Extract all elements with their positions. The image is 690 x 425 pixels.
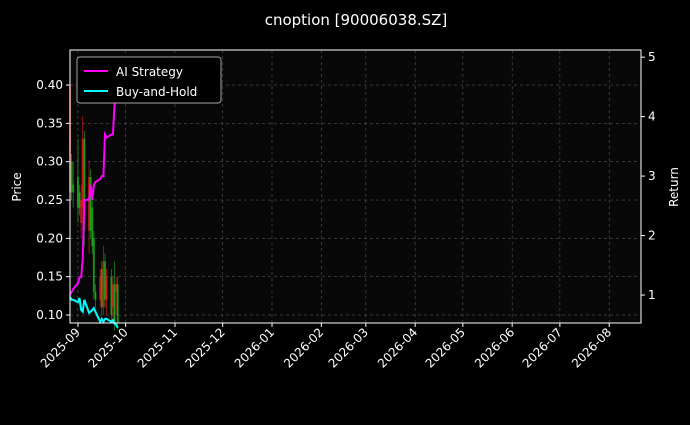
y-tick-label-right: 4 (648, 110, 656, 124)
candle-body (102, 261, 105, 308)
candle-body (94, 292, 97, 300)
candle-body (89, 177, 92, 231)
chart-title: cnoption [90006038.SZ] (265, 11, 448, 29)
x-tick-label: 2026-02 (281, 325, 326, 370)
legend-buy-and-hold: Buy-and-Hold (116, 85, 197, 99)
y-tick-label: 0.25 (36, 193, 63, 207)
candle-body (81, 138, 84, 208)
candle-body (72, 184, 75, 193)
x-tick-label: 2025-09 (38, 325, 83, 370)
candle-body (115, 284, 118, 293)
buy-and-hold-line (69, 296, 119, 329)
candle-body (80, 200, 83, 224)
y-tick-label: 0.15 (36, 270, 63, 284)
y-axis-label-right: Return (667, 167, 681, 207)
y-axis-label: Price (10, 172, 24, 201)
candle-body (70, 161, 73, 193)
candle-body (116, 284, 119, 323)
candle-body (111, 284, 114, 308)
y-tick-label: 0.35 (36, 116, 63, 130)
y-tick-label: 0.10 (36, 308, 63, 322)
x-tick-label: 2026-08 (569, 325, 614, 370)
x-tick-label: 2026-05 (423, 325, 468, 370)
x-tick-label: 2026-01 (232, 325, 277, 370)
candle-body (91, 207, 94, 247)
candle-body (113, 284, 116, 323)
y-tick-label-right: 1 (648, 288, 656, 302)
x-tick-label: 2025-11 (135, 325, 180, 370)
legend: AI Strategy Buy-and-Hold (76, 56, 222, 104)
candle-body (88, 177, 91, 231)
y-tick-label-right: 2 (648, 229, 656, 243)
y-tick-label: 0.20 (36, 231, 63, 245)
candle-body (100, 269, 103, 308)
candle-body (78, 192, 81, 208)
y-tick-label-right: 3 (648, 169, 656, 183)
candle-body (92, 238, 95, 293)
plot-frame (69, 49, 642, 324)
candle-body (103, 261, 106, 300)
ai-strategy-line (69, 74, 119, 296)
candle-body (105, 276, 108, 300)
y-tick-label: 0.40 (36, 78, 63, 92)
legend-ai-strategy: AI Strategy (116, 65, 183, 79)
x-tick-label: 2026-03 (326, 325, 371, 370)
x-tick-label: 2026-04 (375, 325, 420, 370)
x-tick-label: 2026-06 (472, 325, 517, 370)
candle-body (83, 138, 86, 231)
y-tick-label-right: 5 (648, 50, 656, 64)
x-tick-label: 2025-10 (85, 325, 130, 370)
x-tick-label: 2025-12 (182, 325, 227, 370)
candle-body (99, 276, 102, 300)
x-tick-label: 2026-07 (520, 325, 565, 370)
candle-body (76, 177, 79, 208)
y-tick-label: 0.30 (36, 155, 63, 169)
candle-body (110, 276, 113, 316)
